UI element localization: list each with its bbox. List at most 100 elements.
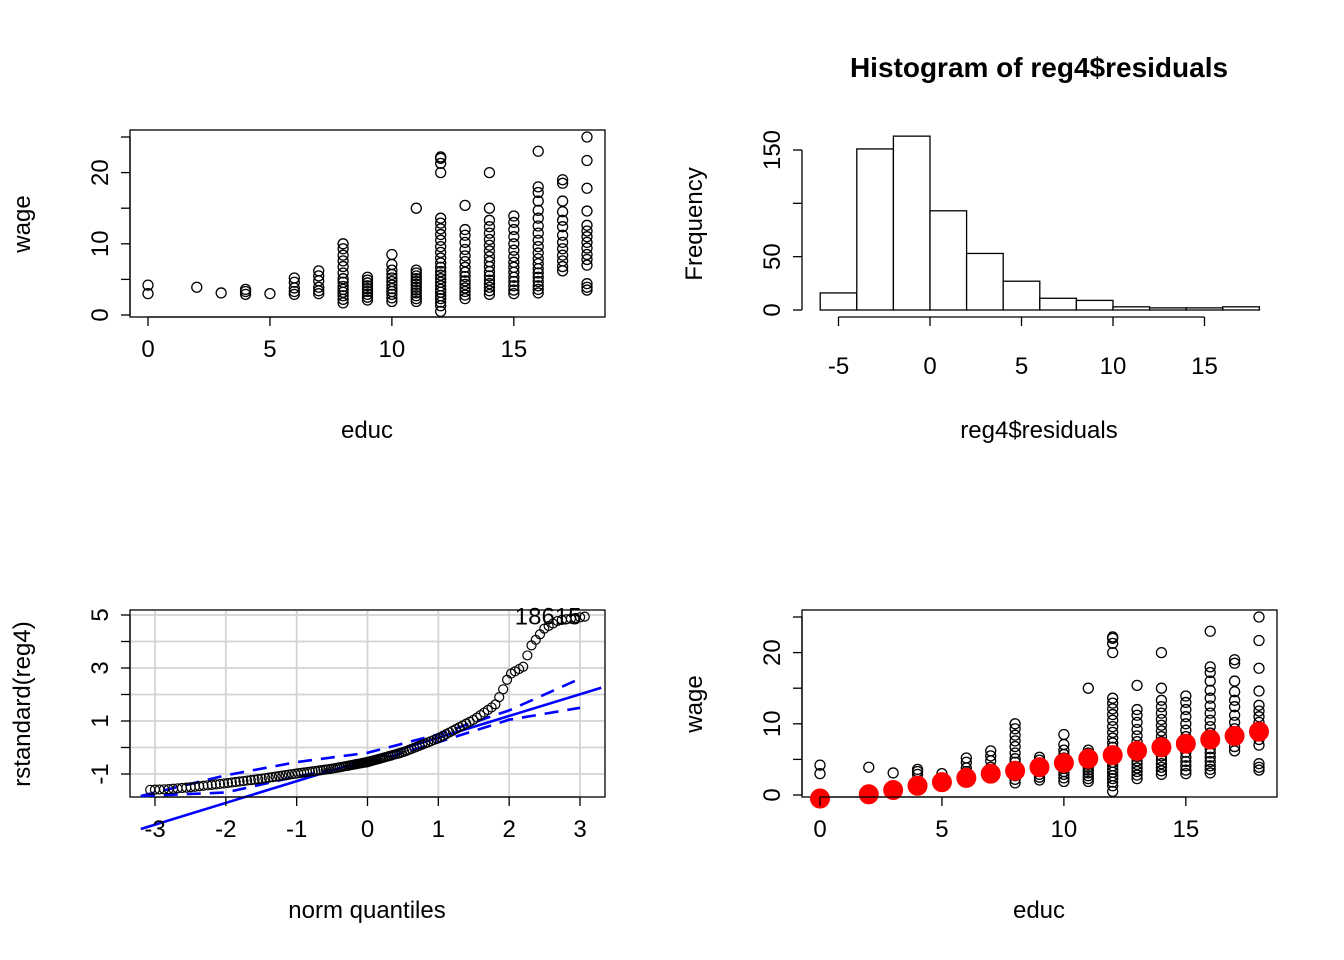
data-point: [581, 259, 593, 271]
y-tick-label: 0: [759, 303, 786, 316]
data-point: [1131, 769, 1143, 781]
data-point: [1204, 684, 1216, 696]
data-point: [581, 253, 593, 266]
group-mean-point: [1053, 752, 1074, 773]
data-point: [410, 202, 422, 214]
data-point: [581, 242, 593, 254]
data-point: [142, 287, 154, 300]
data-point: [435, 269, 447, 281]
group-mean-point: [1224, 725, 1245, 746]
data-point: [887, 767, 899, 779]
data-point: [532, 267, 544, 279]
data-point: [459, 199, 471, 212]
data-point: [361, 285, 374, 298]
data-point: [410, 292, 422, 305]
data-point: [1131, 723, 1143, 736]
data-point: [508, 280, 520, 292]
data-point: [508, 223, 520, 236]
data-point: [556, 260, 569, 273]
data-point: [508, 231, 520, 243]
data-point: [1180, 718, 1192, 730]
data-point: [508, 216, 520, 229]
data-point: [1204, 700, 1216, 712]
x-tick-label: -1: [286, 816, 307, 843]
point-label: 18615: [515, 603, 582, 630]
data-point: [313, 287, 325, 300]
data-point: [1180, 760, 1192, 772]
data-point: [386, 283, 398, 295]
data-point: [1204, 767, 1216, 779]
data-point: [435, 252, 447, 264]
data-point: [532, 271, 544, 283]
data-point: [337, 273, 349, 285]
data-point: [435, 212, 447, 224]
data-point: [483, 239, 496, 251]
data-point: [410, 290, 422, 302]
histogram-bar: [1075, 299, 1114, 311]
group-mean-point: [907, 775, 928, 796]
data-point: [337, 276, 349, 288]
data-point: [337, 280, 349, 293]
data-point: [198, 780, 209, 791]
group-mean-point: [931, 772, 952, 793]
data-point: [435, 265, 447, 278]
data-point: [337, 283, 349, 296]
x-axis-label: educ: [341, 417, 393, 444]
data-point: [1131, 772, 1143, 785]
y-tick-label: 10: [87, 230, 114, 257]
x-tick-label: 0: [923, 353, 936, 380]
y-tick-label: 150: [759, 130, 786, 170]
x-tick-label: 5: [935, 816, 948, 843]
data-point: [532, 240, 544, 253]
data-point: [532, 186, 544, 199]
data-point: [1155, 768, 1168, 781]
data-point: [337, 290, 349, 302]
data-point: [410, 267, 422, 279]
data-point: [532, 275, 544, 288]
data-point: [1131, 762, 1143, 774]
group-mean-point: [1200, 729, 1221, 750]
data-point: [1058, 728, 1070, 741]
data-point: [911, 763, 924, 776]
data-point: [1107, 631, 1119, 643]
data-point: [386, 292, 398, 304]
data-point: [410, 278, 422, 291]
histogram-bar: [1002, 280, 1041, 311]
data-point: [579, 611, 590, 622]
data-point: [581, 281, 593, 293]
data-point: [410, 295, 422, 308]
data-point: [435, 217, 447, 229]
histogram-bar: [929, 210, 968, 311]
data-point: [1155, 758, 1168, 770]
y-tick-label: 1: [87, 714, 114, 727]
data-point: [1180, 767, 1192, 780]
data-point: [1155, 719, 1168, 731]
data-point: [288, 285, 300, 298]
data-point: [1107, 732, 1119, 744]
data-point: [1228, 686, 1241, 698]
data-point: [288, 276, 300, 288]
data-point: [459, 275, 471, 287]
data-point: [361, 283, 374, 295]
data-point: [581, 231, 593, 243]
data-point: [1107, 714, 1119, 726]
x-tick-label: 3: [573, 816, 586, 843]
data-point: [459, 278, 471, 291]
data-point: [249, 774, 260, 785]
data-point: [239, 288, 252, 301]
data-point: [1155, 682, 1168, 694]
data-point: [532, 287, 544, 299]
data-point: [410, 270, 422, 282]
data-point: [1204, 714, 1216, 726]
data-point: [1107, 646, 1119, 659]
data-point: [1180, 696, 1192, 709]
data-point: [435, 151, 447, 163]
data-point: [814, 767, 826, 780]
data-point: [459, 282, 471, 294]
data-point: [1107, 708, 1119, 721]
data-point: [581, 236, 593, 249]
x-axis-label: norm quantiles: [288, 897, 445, 924]
data-point: [581, 284, 593, 296]
data-point: [234, 776, 245, 787]
